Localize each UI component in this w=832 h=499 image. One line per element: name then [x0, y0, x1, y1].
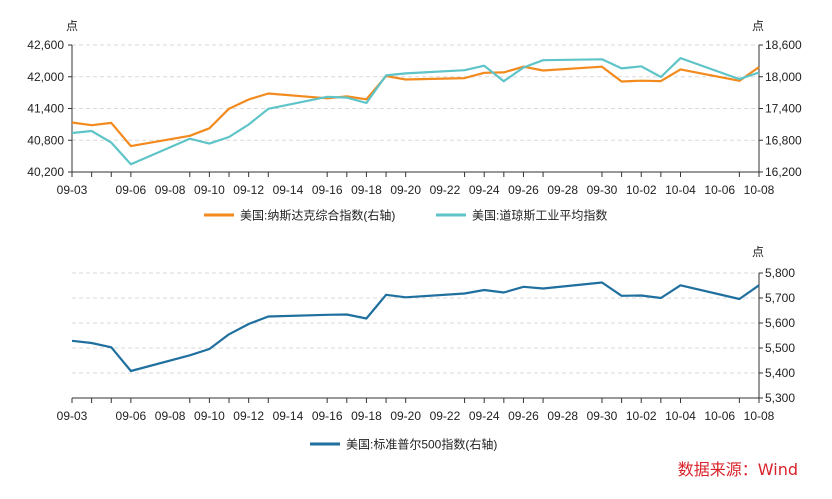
x-axis-tick-label: 09-30	[587, 409, 618, 423]
right-axis-tick-label: 5,300	[765, 391, 795, 405]
legend-label-sp500: 美国:标准普尔500指数(右轴)	[346, 437, 497, 452]
x-axis-tick-label: 09-08	[155, 409, 186, 423]
right-axis-tick-label: 18,000	[765, 70, 802, 84]
top-left-axis-ticks: 40,200 40,800 41,400 42,000 42,600	[27, 38, 73, 179]
series-line-1	[71, 65, 760, 148]
x-axis-tick-label: 10-02	[626, 409, 657, 423]
right-axis-tick-label: 16,800	[765, 133, 802, 147]
top-gridlines	[72, 44, 759, 141]
x-axis-tick-label: 09-03	[57, 409, 88, 423]
x-axis-tick-label: 09-20	[390, 183, 421, 197]
x-axis-tick-label: 09-18	[351, 183, 382, 197]
right-axis-tick-label: 5,400	[765, 366, 795, 380]
x-axis-tick-label: 09-24	[469, 409, 500, 423]
x-axis-tick-label: 09-10	[194, 409, 225, 423]
x-axis-tick-label: 10-06	[704, 409, 735, 423]
legend-label-nasdaq: 美国:纳斯达克综合指数(右轴)	[240, 208, 395, 223]
data-source-note: 数据来源：Wind	[677, 460, 798, 479]
x-axis-tick-label: 09-12	[233, 183, 264, 197]
legend-label-dow: 美国:道琼斯工业平均指数	[472, 208, 607, 223]
right-axis-tick-label: 17,400	[765, 102, 802, 116]
top-series	[71, 56, 760, 166]
series-line-1	[71, 281, 760, 373]
left-axis-tick-label: 42,000	[27, 70, 64, 84]
top-legend: 美国:纳斯达克综合指数(右轴) 美国:道琼斯工业平均指数	[204, 208, 607, 223]
x-axis-tick-label: 10-04	[665, 409, 696, 423]
right-axis-tick-label: 5,700	[765, 291, 795, 305]
left-axis-tick-label: 40,800	[27, 133, 64, 147]
right-axis-tick-label: 5,800	[765, 266, 795, 280]
x-axis-tick-label: 09-03	[57, 183, 88, 197]
x-axis-tick-label: 09-30	[587, 183, 618, 197]
bottom-gridlines	[72, 272, 759, 374]
top-left-axis-unit: 点	[66, 19, 78, 33]
x-axis-tick-label: 10-02	[626, 183, 657, 197]
right-axis-tick-label: 18,600	[765, 38, 802, 52]
x-axis-tick-label: 09-16	[312, 409, 343, 423]
x-axis-tick-label: 09-24	[469, 183, 500, 197]
left-axis-tick-label: 41,400	[27, 102, 64, 116]
x-axis-tick-label: 09-06	[116, 183, 147, 197]
bottom-series	[71, 281, 760, 373]
x-axis-tick-label: 09-08	[155, 183, 186, 197]
x-axis-tick-label: 09-16	[312, 183, 343, 197]
x-axis-tick-label: 09-06	[116, 409, 147, 423]
x-axis-tick-label: 10-08	[744, 409, 775, 423]
x-axis-tick-label: 09-18	[351, 409, 382, 423]
bottom-right-axis-ticks: 5,300 5,400 5,500 5,600 5,700 5,800	[758, 266, 795, 405]
x-axis-tick-label: 10-04	[665, 183, 696, 197]
x-axis-tick-label: 10-08	[744, 183, 775, 197]
x-axis-tick-label: 09-28	[547, 183, 578, 197]
x-axis-tick-label: 09-10	[194, 183, 225, 197]
top-right-axis-unit: 点	[752, 19, 764, 33]
left-axis-tick-label: 42,600	[27, 38, 64, 52]
x-axis-tick-label: 09-14	[273, 409, 304, 423]
top-chart: 点 点 40,200 40,800 41,400 42,000 42,600 16,20…	[27, 19, 802, 223]
x-axis-tick-label: 09-14	[273, 183, 304, 197]
x-axis-tick-label: 10-06	[704, 183, 735, 197]
x-axis-tick-label: 09-22	[430, 409, 461, 423]
x-axis-tick-label: 09-26	[508, 409, 539, 423]
right-axis-tick-label: 5,600	[765, 316, 795, 330]
x-axis-tick-label: 09-12	[233, 409, 264, 423]
series-line-2	[71, 56, 760, 166]
right-axis-tick-label: 5,500	[765, 341, 795, 355]
right-axis-tick-label: 16,200	[765, 165, 802, 179]
bottom-legend: 美国:标准普尔500指数(右轴)	[310, 437, 497, 452]
x-axis-tick-label: 09-28	[547, 409, 578, 423]
x-axis-tick-label: 09-26	[508, 183, 539, 197]
top-right-axis-ticks: 16,200 16,800 17,400 18,000 18,600	[758, 38, 802, 179]
bottom-x-axis-ticks: 09-03 09-06 09-08 09-10 09-12 09-14 09-16 09-18…	[57, 398, 775, 423]
x-axis-tick-label: 09-22	[430, 183, 461, 197]
bottom-right-axis-unit: 点	[752, 245, 764, 259]
x-axis-tick-label: 09-20	[390, 409, 421, 423]
left-axis-tick-label: 40,200	[27, 165, 64, 179]
top-x-axis-ticks: 09-03 09-06 09-08 09-10 09-12 09-14 09-16 09-18…	[57, 172, 775, 197]
